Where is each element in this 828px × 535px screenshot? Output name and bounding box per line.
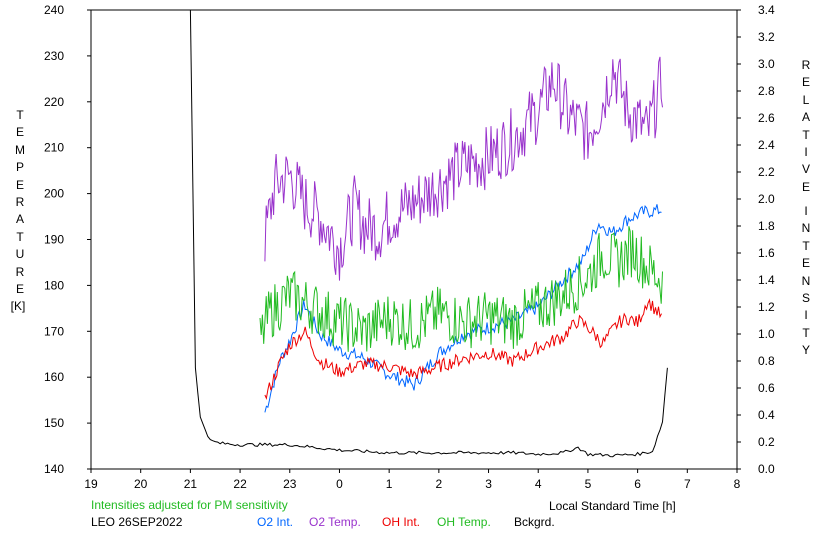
left-axis-label-letter: M bbox=[15, 142, 25, 157]
left-tick-label: 190 bbox=[44, 233, 64, 247]
x-tick-label: 8 bbox=[734, 477, 741, 491]
left-axis-label-letter: U bbox=[15, 247, 25, 262]
right-axis-label-top-letter: V bbox=[801, 162, 810, 177]
left-tick-label: 200 bbox=[44, 187, 64, 201]
left-tick-label: 150 bbox=[44, 416, 64, 430]
right-tick-label: 2.8 bbox=[758, 84, 775, 98]
right-axis-ticks: 0.0 0.2 0.4 0.6 0.8 1.0 1.2 1.4 1.6 1.8 2.0 2.2 2.4 2… bbox=[737, 3, 775, 476]
left-tick-label: 240 bbox=[44, 3, 64, 17]
right-tick-label: 2.2 bbox=[758, 165, 775, 179]
left-axis-label-letter: T bbox=[16, 229, 24, 244]
right-tick-label: 1.8 bbox=[758, 219, 775, 233]
right-axis-label-top-letter: T bbox=[802, 127, 810, 142]
right-tick-label: 0.4 bbox=[758, 408, 775, 422]
right-tick-label: 3.0 bbox=[758, 57, 775, 71]
x-tick-label: 1 bbox=[386, 477, 393, 491]
series-line-o2-int bbox=[264, 204, 662, 413]
left-axis-label-letter: A bbox=[15, 212, 24, 227]
legend-o2-int: O2 Int. bbox=[257, 515, 294, 529]
sensitivity-note: Intensities adjusted for PM sensitivity bbox=[91, 498, 288, 512]
station-date: LEO 26SEP2022 bbox=[91, 515, 183, 529]
series-lines bbox=[170, 9, 668, 458]
left-axis-label-letter: E bbox=[15, 177, 24, 192]
x-tick-label: 7 bbox=[684, 477, 691, 491]
right-axis-label-bottom-letter: Y bbox=[801, 343, 810, 358]
right-tick-label: 0.2 bbox=[758, 435, 775, 449]
right-axis-label-top-letter: R bbox=[801, 58, 811, 72]
right-tick-label: 0.6 bbox=[758, 381, 775, 395]
x-tick-label: 4 bbox=[535, 477, 542, 491]
left-axis-label-letter: R bbox=[15, 264, 25, 279]
series-line-oh-temp bbox=[259, 226, 663, 352]
right-axis-label-top-letter: E bbox=[801, 179, 810, 194]
left-tick-label: 210 bbox=[44, 141, 64, 155]
x-tick-label: 22 bbox=[233, 477, 247, 491]
legend-oh-int: OH Int. bbox=[382, 515, 421, 529]
right-tick-label: 2.0 bbox=[758, 192, 775, 206]
right-tick-label: 1.4 bbox=[758, 273, 775, 287]
right-axis-label-bottom-letter: I bbox=[804, 308, 808, 323]
right-tick-label: 1.2 bbox=[758, 300, 775, 314]
left-axis-ticks: 140 150 160 170 180 190 200 210 220 230 240 bbox=[44, 3, 91, 476]
plot-frame bbox=[90, 9, 738, 470]
right-axis-label-bottom-letter: S bbox=[801, 291, 810, 305]
right-axis-label-bottom-letter: E bbox=[801, 256, 810, 271]
right-tick-label: 2.6 bbox=[758, 111, 775, 125]
left-axis-label-letter: E bbox=[15, 282, 24, 296]
right-axis-label-top-letter: A bbox=[801, 110, 810, 125]
series-line-bckgrd bbox=[170, 9, 668, 458]
legend-oh-temp: OH Temp. bbox=[437, 515, 491, 529]
x-tick-label: 0 bbox=[336, 477, 343, 491]
x-tick-label: 20 bbox=[134, 477, 148, 491]
left-axis-label-letter: R bbox=[15, 195, 25, 209]
left-tick-label: 140 bbox=[44, 462, 64, 476]
x-tick-label: 2 bbox=[436, 477, 443, 491]
x-tick-label: 6 bbox=[634, 477, 641, 491]
right-tick-label: 2.4 bbox=[758, 138, 775, 152]
right-axis-label-bottom-letter: N bbox=[801, 273, 811, 288]
series-line-oh-int bbox=[264, 298, 662, 401]
right-axis-label-bottom-letter: N bbox=[801, 221, 811, 236]
right-tick-label: 3.2 bbox=[758, 30, 775, 44]
right-tick-label: 0.0 bbox=[758, 462, 775, 476]
x-axis-label: Local Standard Time [h] bbox=[549, 499, 676, 513]
series-line-o2-temp bbox=[264, 56, 663, 281]
right-tick-label: 1.0 bbox=[758, 327, 775, 341]
right-tick-label: 0.8 bbox=[758, 354, 775, 368]
left-tick-label: 160 bbox=[44, 370, 64, 384]
right-tick-label: 3.4 bbox=[758, 3, 775, 17]
right-axis-label-bottom-letter: T bbox=[802, 238, 810, 253]
left-axis-label-letter: P bbox=[15, 160, 24, 175]
right-axis-label-top-letter: I bbox=[804, 145, 808, 159]
legend-bckgrd: Bckgrd. bbox=[514, 515, 555, 529]
left-tick-label: 170 bbox=[44, 324, 64, 338]
right-axis-label-top-letter: L bbox=[802, 92, 810, 107]
x-tick-label: 19 bbox=[84, 477, 98, 491]
left-axis-label-letter: T bbox=[16, 108, 24, 122]
x-tick-label: 3 bbox=[485, 477, 492, 491]
x-axis-ticks: 19 20 21 22 23 0 1 2 3 4 5 6 7 8 bbox=[84, 469, 741, 491]
legend-o2-temp: O2 Temp. bbox=[309, 515, 361, 529]
right-axis-label-bottom-letter: I bbox=[804, 204, 808, 218]
x-tick-label: 5 bbox=[585, 477, 592, 491]
left-axis-unit: [K] bbox=[10, 299, 26, 313]
left-axis-label-letter: E bbox=[15, 125, 24, 140]
left-tick-label: 180 bbox=[44, 278, 64, 292]
left-tick-label: 220 bbox=[44, 95, 64, 109]
left-tick-label: 230 bbox=[44, 49, 64, 63]
right-axis-label-top-letter: E bbox=[801, 75, 810, 90]
x-tick-label: 23 bbox=[283, 477, 297, 491]
right-axis-label-bottom-letter: T bbox=[802, 325, 810, 340]
right-tick-label: 1.6 bbox=[758, 246, 775, 260]
x-tick-label: 21 bbox=[184, 477, 198, 491]
